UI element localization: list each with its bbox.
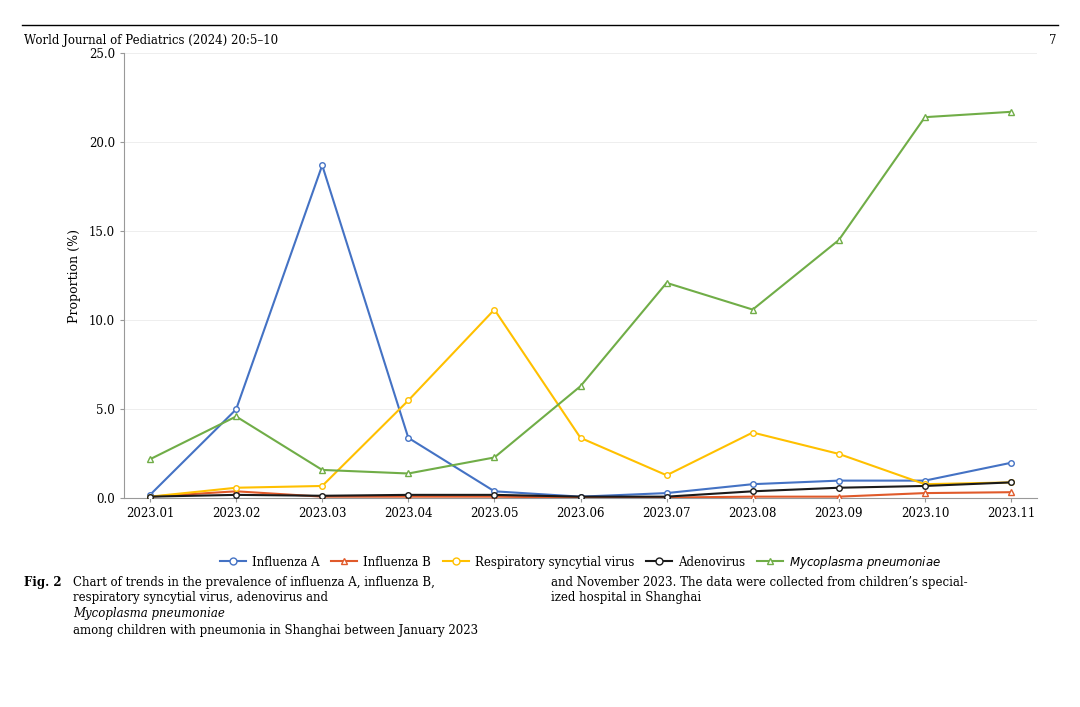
Text: 7: 7 bbox=[1049, 34, 1056, 47]
Text: Mycoplasma pneumoniae: Mycoplasma pneumoniae bbox=[73, 607, 226, 620]
Text: among children with pneumonia in Shanghai between January 2023: among children with pneumonia in Shangha… bbox=[73, 624, 478, 636]
Text: and November 2023. The data were collected from children’s special-
ized hospita: and November 2023. The data were collect… bbox=[551, 576, 968, 604]
Y-axis label: Proportion (%): Proportion (%) bbox=[68, 229, 81, 322]
Text: Chart of trends in the prevalence of influenza A, influenza B,
respiratory syncy: Chart of trends in the prevalence of inf… bbox=[73, 576, 435, 604]
Text: World Journal of Pediatrics (2024) 20:5–10: World Journal of Pediatrics (2024) 20:5–… bbox=[24, 34, 278, 47]
Legend: Influenza A, Influenza B, Respiratory syncytial virus, Adenovirus, $\it{Mycoplas: Influenza A, Influenza B, Respiratory sy… bbox=[215, 549, 946, 575]
Text: Fig. 2: Fig. 2 bbox=[24, 576, 62, 589]
